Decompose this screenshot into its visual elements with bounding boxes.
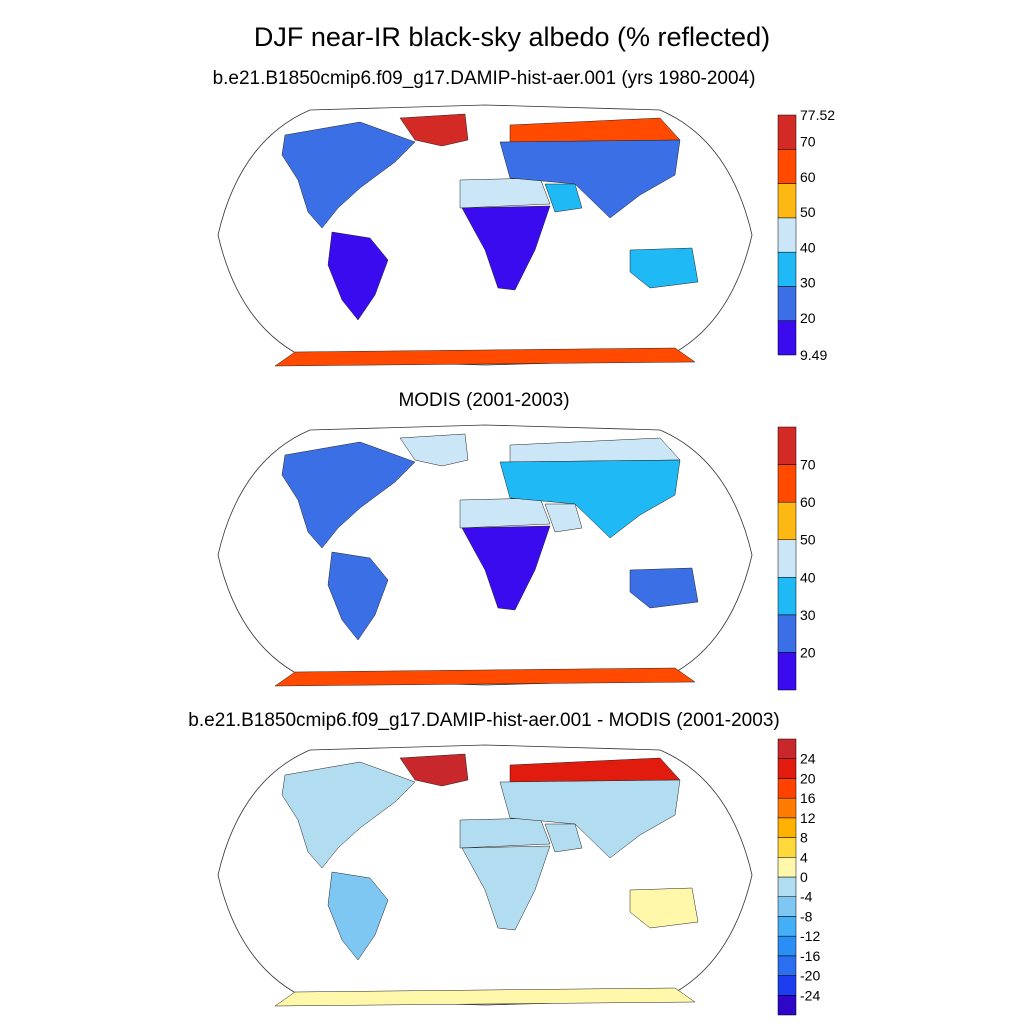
region-greenland: Greenland (399, 753, 469, 787)
region-central-africa: Central Africa (461, 845, 551, 931)
region-sahara: Sahara (459, 497, 551, 529)
colorbar-swatch (777, 758, 797, 779)
model-colorbar: 77.52 70 60 50 40 30 20 9.49 (777, 107, 835, 363)
region-sahara: Sahara (459, 177, 551, 209)
colorbar-tick-label: -4 (800, 889, 813, 905)
colorbar-swatch (777, 426, 797, 465)
region-australia: Australia (629, 567, 699, 609)
colorbar-swatch (777, 955, 797, 976)
colorbar-tick-label: 70 (800, 457, 816, 473)
colorbar-swatch (777, 320, 797, 356)
colorbar-tick-label: 70 (800, 134, 816, 150)
region-south-america: South America (327, 871, 389, 961)
region-greenland: Greenland (399, 113, 469, 147)
colorbar-swatch (777, 896, 797, 917)
modis-colorbar: 70 60 50 40 30 20 (777, 426, 816, 691)
colorbar-swatch (777, 652, 797, 691)
colorbar-tick-label: 20 (800, 310, 816, 326)
colorbar-tick-label: 30 (800, 275, 816, 291)
colorbar-tick-label: 30 (800, 607, 816, 623)
panel-2-title: MODIS (2001-2003) (398, 390, 570, 411)
region-australia: Australia (629, 887, 699, 929)
colorbar-tick-label: 60 (800, 169, 816, 185)
region-greenland: Greenland (399, 433, 469, 467)
region-antarctica: Antarctica (274, 987, 696, 1007)
region-australia: Australia (629, 247, 699, 289)
region-asia: Asia (499, 459, 681, 539)
colorbar-swatch (777, 778, 797, 799)
colorbar-swatch (777, 857, 797, 878)
colorbar-swatch (777, 251, 797, 287)
colorbar-swatch (777, 114, 797, 150)
panel-3-title: b.e21.B1850cmip6.f09_g17.DAMIP-hist-aer.… (188, 710, 780, 731)
colorbar-swatch (777, 975, 797, 996)
region-antarctica: Antarctica (274, 347, 696, 367)
colorbar-tick-label: -20 (800, 968, 820, 984)
colorbar-swatch (777, 797, 797, 819)
region-north-america: North America (281, 441, 416, 549)
colorbar-swatch (777, 995, 797, 1016)
region-north-america: North America (281, 761, 416, 869)
figure-title: DJF near-IR black-sky albedo (% reflecte… (253, 22, 771, 52)
colorbar-tick-label: -16 (800, 948, 820, 964)
region-arabia: Arabia (544, 183, 583, 213)
colorbar-tick-label: 4 (800, 849, 808, 865)
region-north-america: North America (281, 121, 416, 229)
colorbar-tick-label: 50 (800, 532, 816, 548)
colorbar-swatch (777, 577, 797, 616)
colorbar-tick-label: 77.52 (800, 107, 835, 123)
colorbar-tick-label: -8 (800, 908, 813, 924)
colorbar-swatch (777, 614, 797, 653)
colorbar-swatch (777, 149, 797, 184)
modis-albedo-map: GreenlandAntarcticaArctic RussiaSaharaSo… (217, 424, 753, 687)
panel-1-title: b.e21.B1850cmip6.f09_g17.DAMIP-hist-aer.… (212, 68, 756, 89)
colorbar-tick-label: 20 (800, 644, 816, 660)
colorbar-swatch (777, 837, 797, 858)
colorbar-swatch (777, 916, 797, 937)
colorbar-swatch (777, 935, 797, 957)
difference-colorbar: 24 20 16 12 8 4 0 -4 -8 -12 -16 -20 -24 (777, 738, 820, 1016)
colorbar-tick-label: 40 (800, 569, 816, 585)
colorbar-swatch (777, 501, 797, 540)
colorbar-swatch (777, 539, 797, 578)
colorbar-tick-label: 60 (800, 494, 816, 510)
colorbar-tick-label: 20 (800, 770, 816, 786)
colorbar-tick-label: -12 (800, 928, 820, 944)
region-arabia: Arabia (544, 823, 583, 853)
colorbar-swatch (777, 464, 797, 503)
colorbar-tick-label: 9.49 (800, 347, 827, 363)
colorbar-tick-label: 0 (800, 869, 808, 885)
colorbar-swatch (777, 217, 797, 253)
difference-map: GreenlandAntarcticaArctic RussiaSaharaSo… (217, 744, 753, 1007)
region-central-africa: Central Africa (461, 525, 551, 611)
model-albedo-map: GreenlandAntarcticaArctic RussiaSaharaSo… (217, 104, 753, 367)
colorbar-tick-label: 8 (800, 830, 808, 846)
region-arabia: Arabia (544, 503, 583, 533)
colorbar-tick-label: 40 (800, 239, 816, 255)
colorbar-swatch (777, 183, 797, 219)
region-antarctica: Antarctica (274, 667, 696, 687)
colorbar-tick-label: 50 (800, 204, 816, 220)
colorbar-tick-label: 12 (800, 810, 816, 826)
colorbar-swatch (777, 286, 797, 321)
colorbar-swatch (777, 876, 797, 897)
region-asia: Asia (499, 779, 681, 859)
colorbar-swatch (777, 817, 797, 838)
region-south-america: South America (327, 231, 389, 321)
region-sahara: Sahara (459, 817, 551, 849)
colorbar-swatch (777, 738, 797, 759)
region-south-america: South America (327, 551, 389, 641)
region-central-africa: Central Africa (461, 205, 551, 291)
colorbar-tick-label: 24 (800, 751, 816, 767)
region-asia: Asia (499, 139, 681, 219)
colorbar-tick-label: 16 (800, 790, 816, 806)
colorbar-tick-label: -24 (800, 987, 820, 1003)
